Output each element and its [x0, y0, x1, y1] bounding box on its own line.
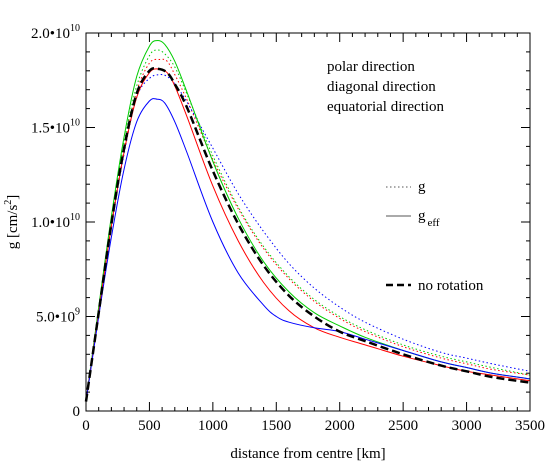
series-lines: [84, 40, 531, 402]
y-tick-label: 1.5•1010: [31, 118, 80, 137]
x-tick-labels: 0 500 1000 1500 2000 2500 3000 3500: [82, 418, 545, 434]
legend-g-label: g: [418, 179, 426, 195]
x-tick-label: 3000: [452, 418, 482, 434]
x-tick-label: 2500: [388, 418, 418, 434]
y-tick-label: 0: [73, 404, 81, 420]
legend-polar-direction: polar direction: [327, 59, 415, 75]
y-axis-title: g [cm/s2]: [3, 195, 21, 250]
y-axis-title-sup: 2: [3, 200, 14, 205]
axis-ticks: [85, 32, 531, 412]
x-axis-title: distance from centre [km]: [230, 446, 385, 462]
y-tick-label: 2.0•1010: [31, 23, 80, 42]
y-axis-title-tail: ]: [5, 195, 21, 200]
x-tick-label: 0: [82, 418, 90, 434]
y-axis-title-main: g [cm/s: [5, 205, 21, 250]
y-tick-labels: 0 5.0•109 1.0•1010 1.5•1010 2.0•1010: [31, 23, 80, 420]
series-line-equatorial-g-eff: [85, 98, 531, 402]
legend-equatorial-direction: equatorial direction: [327, 99, 445, 115]
x-tick-label: 2000: [325, 418, 355, 434]
series-line-diagonal-g: [85, 58, 531, 402]
y-tick-label: 1.0•1010: [31, 212, 80, 231]
series-line-none-no-rotation: [84, 66, 531, 402]
y-tick-label: 5.0•109: [36, 307, 80, 326]
x-tick-label: 3500: [515, 418, 545, 434]
x-tick-label: 500: [138, 418, 161, 434]
legend-geff-label: g eff: [418, 208, 440, 229]
x-tick-label: 1500: [261, 418, 291, 434]
x-tick-label: 1000: [198, 418, 228, 434]
legend-geff-sub: eff: [428, 217, 440, 229]
legend-no-rotation-label: no rotation: [418, 278, 484, 294]
legend-diagonal-direction: diagonal direction: [327, 79, 436, 95]
series-line-polar-g: [85, 49, 531, 402]
